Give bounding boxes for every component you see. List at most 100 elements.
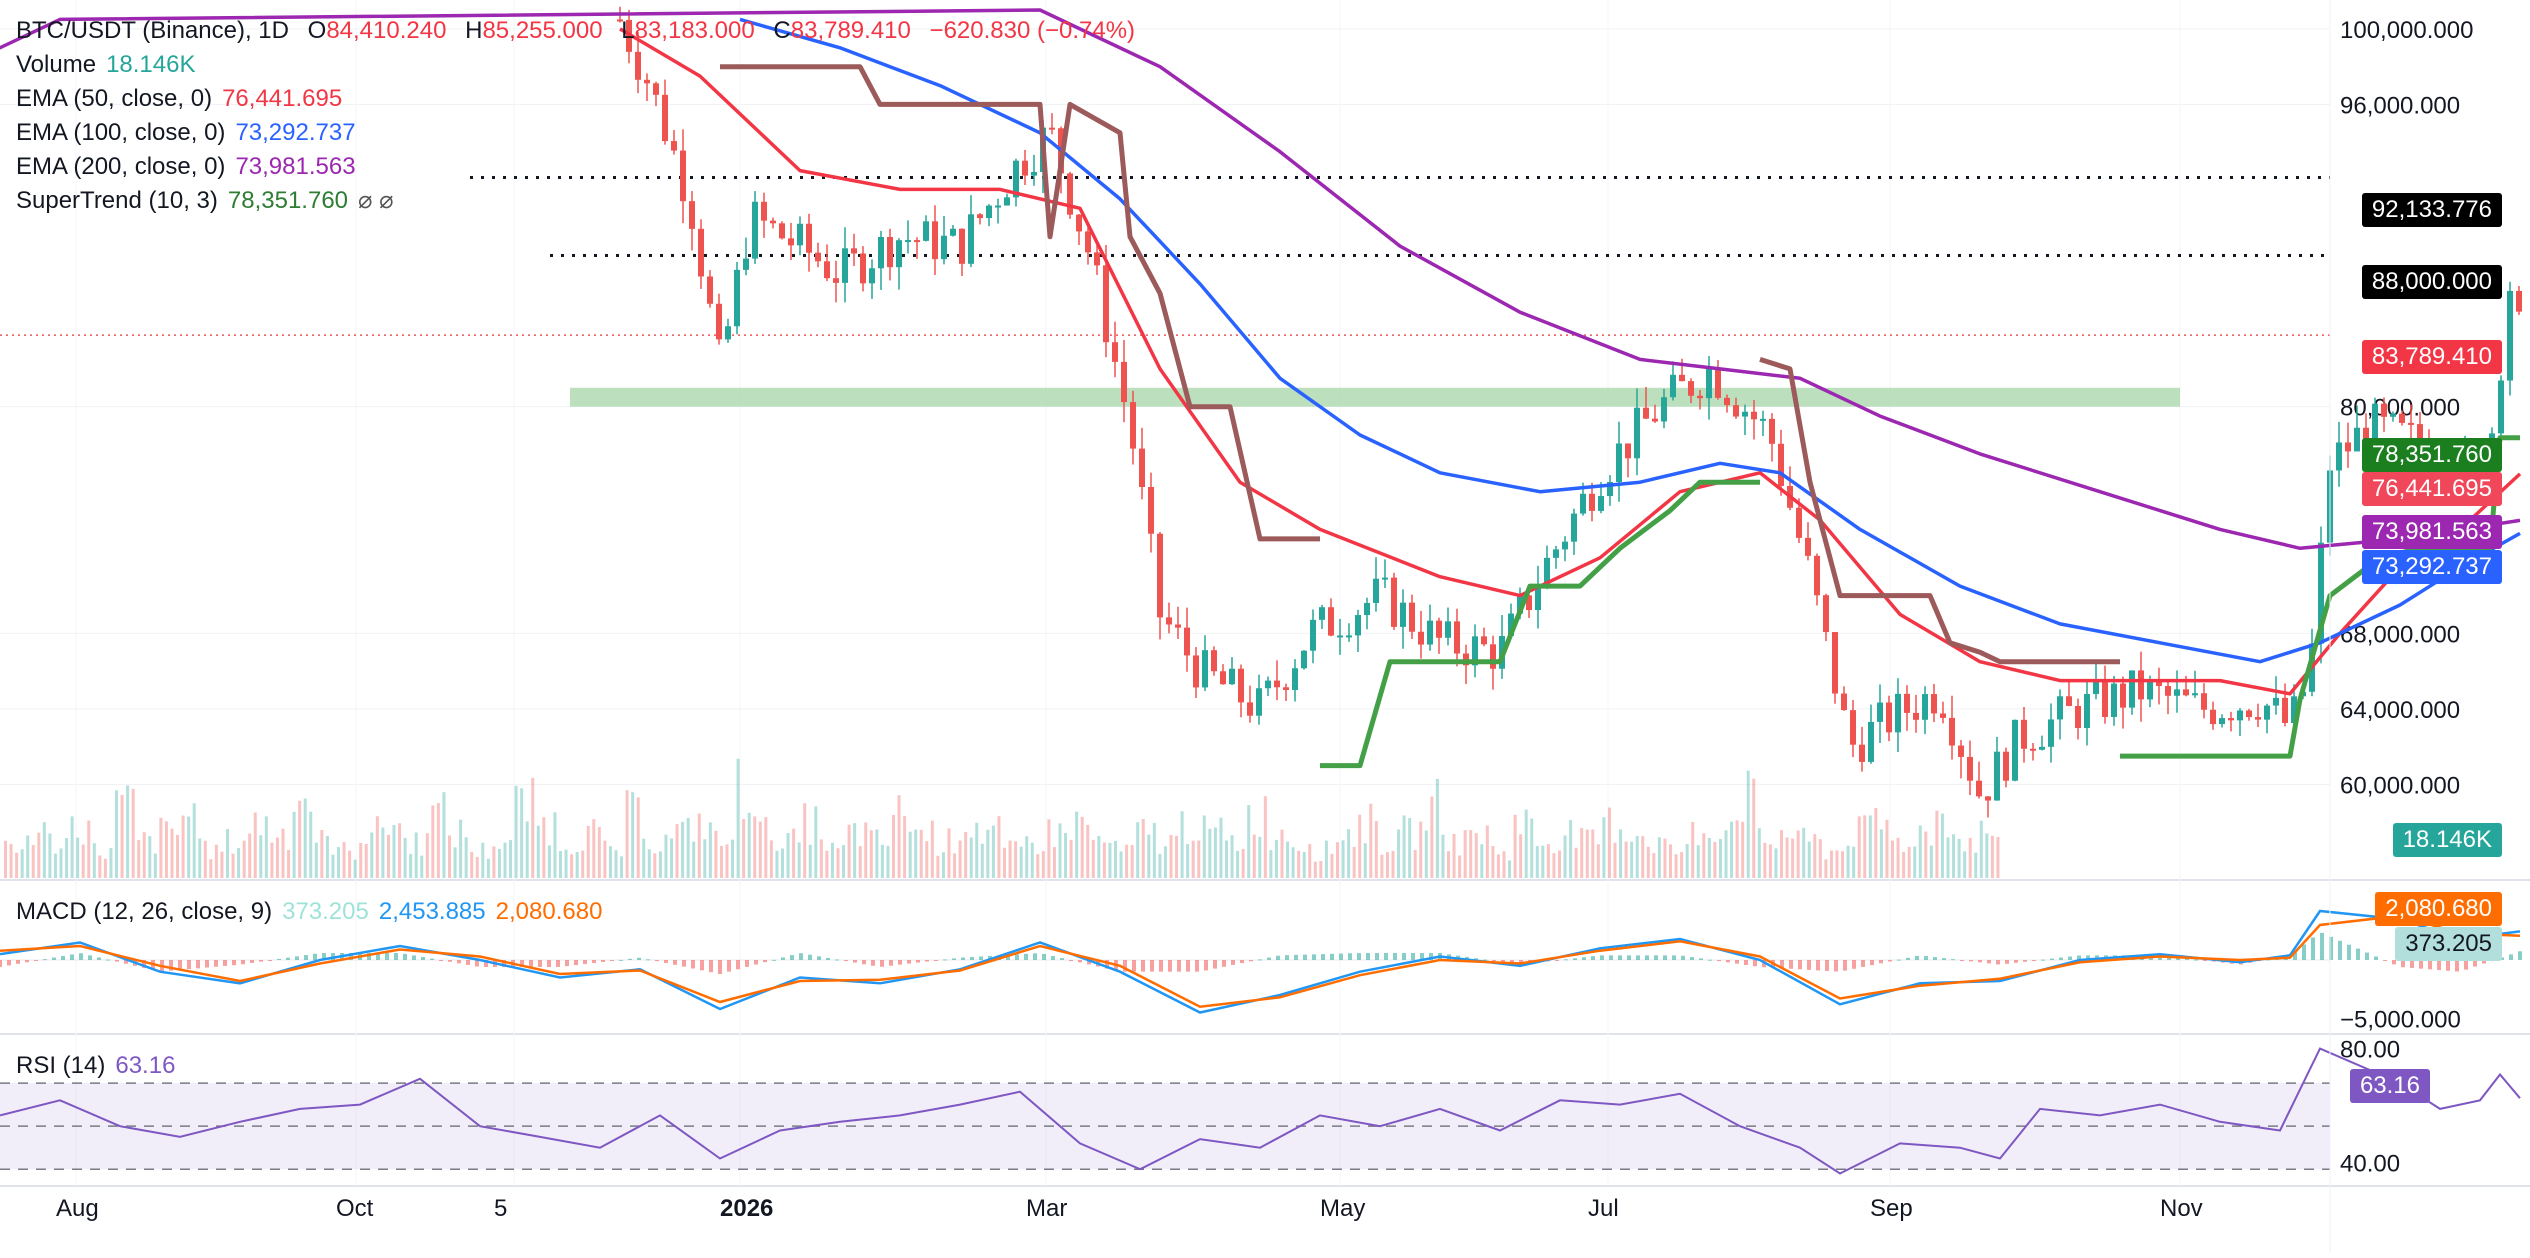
volume-bar (198, 838, 202, 878)
ema100-legend-row[interactable]: EMA (100, close, 0) 73,292.737 (16, 116, 1135, 150)
candle-body (1580, 493, 1586, 514)
macd-hist-bar (853, 960, 857, 963)
ema50-legend-row[interactable]: EMA (50, close, 0) 76,441.695 (16, 82, 1135, 116)
candle-body (2183, 689, 2189, 696)
macd-legend[interactable]: MACD (12, 26, close, 9) 373.205 2,453.885 2… (16, 898, 602, 926)
volume-bar (592, 819, 596, 878)
volume-bar (403, 837, 407, 878)
volume-bar (87, 820, 91, 878)
high-label: H (465, 17, 483, 44)
candle-body (887, 236, 893, 268)
symbol-title[interactable]: BTC/USDT (Binance), 1D (16, 17, 289, 44)
volume-bar (1213, 827, 1217, 878)
candle-body (1355, 615, 1361, 636)
macd-hist-bar (1168, 960, 1172, 972)
volume-bar (808, 844, 812, 878)
candle-body (653, 83, 659, 95)
supertrend-legend-row[interactable]: SuperTrend (10, 3) 78,351.760 ⌀ ⌀ (16, 184, 1135, 218)
candle-body (941, 235, 947, 260)
candle-body (1211, 650, 1217, 672)
volume-bar (1902, 851, 1906, 878)
open-value: 84,410.240 (326, 17, 447, 44)
price-tag-last: 83,789.410 (2361, 340, 2502, 374)
macd-hist-bar (1042, 953, 1046, 960)
candle-body (1373, 578, 1379, 603)
macd-hist-bar (1132, 960, 1136, 972)
volume-bar (1480, 844, 1484, 878)
macd-hist-bar (2410, 960, 2414, 968)
candle-body (860, 253, 866, 284)
volume-bar (753, 816, 757, 878)
candle-body (1085, 231, 1091, 253)
volume-bar (176, 834, 180, 878)
volume-bar (1241, 848, 1245, 878)
candle-body (1688, 381, 1694, 396)
volume-bar (1047, 819, 1051, 878)
candle-body (1571, 513, 1577, 542)
macd-hist-bar (0, 960, 2, 967)
macd-hist-bar (1798, 960, 1802, 970)
volume-bar (1680, 852, 1684, 878)
macd-hist-bar (808, 954, 812, 960)
volume-bar (1657, 837, 1661, 878)
volume-bar (386, 834, 390, 878)
volume-bar (1447, 851, 1450, 878)
price-tag-ema100: 73,292.737 (2361, 550, 2502, 584)
macd-hist-bar (439, 960, 443, 961)
macd-hist-bar (124, 960, 128, 964)
macd-hist-bar (385, 953, 389, 960)
volume-bar (1413, 850, 1417, 878)
candle-body (1382, 577, 1388, 580)
volume-bar (625, 790, 629, 878)
candle-body (2129, 670, 2135, 708)
macd-hist-bar (1996, 960, 2000, 965)
candle-body (1544, 557, 1550, 588)
volume-bar (1469, 830, 1473, 878)
candle-body (2255, 717, 2261, 720)
macd-hist-bar (1816, 960, 1820, 971)
volume-bar (1874, 807, 1878, 878)
volume-bar (564, 849, 568, 878)
candle-body (1904, 693, 1910, 713)
macd-hist-bar (70, 954, 74, 960)
volume-bar (814, 806, 818, 878)
volume-bar (1718, 838, 1722, 878)
series-line-ema200-2 (0, 8, 2521, 551)
volume-bar (1641, 836, 1645, 878)
volume-bar (1108, 842, 1112, 878)
candle-body (1067, 173, 1073, 215)
volume-bar (597, 826, 601, 878)
candle-body (1922, 694, 1928, 720)
ema200-legend-row[interactable]: EMA (200, close, 0) 73,981.563 (16, 150, 1135, 184)
volume-legend-row[interactable]: Volume 18.146K (16, 48, 1135, 82)
macd-hist-bar (2383, 960, 2387, 961)
volume-bar (1868, 815, 1872, 878)
volume-bar (1458, 855, 1462, 878)
volume-bar (1896, 837, 1900, 878)
volume-bar (1419, 821, 1423, 878)
ema100-value: 73,292.737 (235, 119, 356, 146)
candle-body (1472, 636, 1478, 666)
volume-bar (103, 858, 107, 878)
x-tick-label-7: Sep (1870, 1195, 1913, 1222)
volume-bar (1230, 835, 1234, 878)
macd-hist-bar (1564, 959, 1568, 961)
volume-bar (131, 788, 135, 878)
macd-hist-bar (313, 953, 317, 960)
volume-bar (1663, 838, 1667, 878)
macd-hist-bar (1267, 957, 1271, 960)
volume-bar (603, 840, 607, 878)
candle-body (2174, 689, 2180, 696)
volume-bar (1075, 811, 1079, 878)
volume-bar (1336, 842, 1339, 878)
rsi-legend[interactable]: RSI (14) 63.16 (16, 1052, 175, 1080)
macd-hist-bar (1420, 953, 1424, 960)
macd-hist-bar (268, 960, 272, 961)
macd-y-tick-0: −5,000.000 (2340, 1006, 2461, 1033)
macd-hist-bar (2293, 951, 2297, 960)
macd-hist-bar (1294, 954, 1298, 960)
macd-hist-bar (142, 960, 146, 968)
volume-bar (226, 829, 229, 878)
